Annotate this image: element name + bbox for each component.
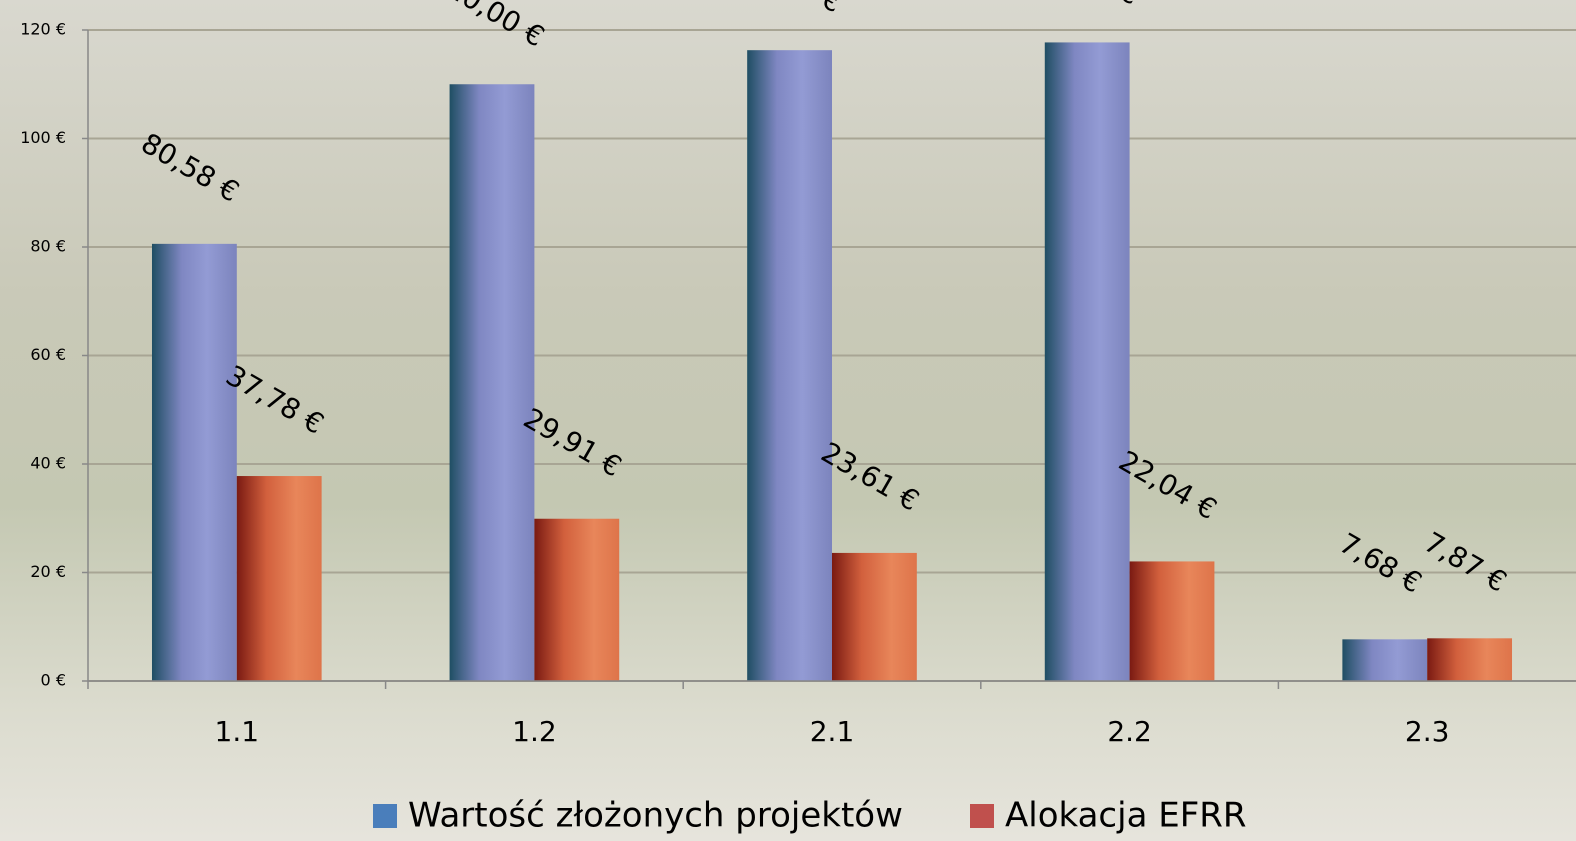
x-tick-label: 1.1 <box>215 715 260 748</box>
y-tick-label: 60 € <box>30 345 66 364</box>
x-tick-label: 2.3 <box>1405 715 1450 748</box>
x-tick-label: 2.1 <box>810 715 855 748</box>
legend-label: Alokacja EFRR <box>1005 796 1247 836</box>
y-tick-label: 40 € <box>30 454 66 473</box>
bar <box>151 243 237 681</box>
legend-label: Wartość złożonych projektów <box>408 796 903 836</box>
bar <box>832 552 917 681</box>
bar <box>1044 42 1130 682</box>
y-tick-label: 100 € <box>20 128 66 147</box>
y-tick-label: 120 € <box>20 20 66 39</box>
data-label: 117,71 € <box>1021 0 1145 12</box>
bar <box>449 84 535 681</box>
y-tick-label: 0 € <box>41 671 66 690</box>
bar <box>747 50 832 681</box>
data-label: 7,68 € <box>1334 526 1428 599</box>
legend-swatch <box>970 804 994 828</box>
y-tick-label: 20 € <box>30 562 66 581</box>
x-tick-label: 2.2 <box>1107 715 1152 748</box>
bar <box>1342 639 1428 681</box>
bar <box>1427 638 1513 681</box>
y-tick-label: 80 € <box>30 237 66 256</box>
bar <box>1129 561 1215 681</box>
data-label: 7,87 € <box>1419 525 1513 598</box>
data-label: 110,00 € <box>426 0 550 53</box>
legend-swatch <box>373 804 397 828</box>
x-tick-label: 1.2 <box>512 715 557 748</box>
bar <box>236 476 322 681</box>
data-label: 116,28 € <box>723 0 847 19</box>
bar <box>534 518 620 681</box>
